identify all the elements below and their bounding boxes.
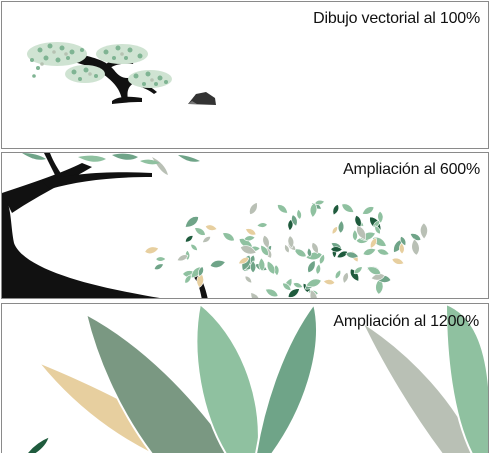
leaf-shape [205,224,218,232]
leaf-shape [244,275,254,285]
leaf-shape [153,262,165,271]
leaf-shape [331,203,340,215]
leaf-shape [323,279,335,286]
leaf-shape [334,269,343,280]
leaf-shape [391,257,405,267]
leaf-shape [376,248,390,257]
leaf-shape [184,234,195,244]
leaf-shape [248,291,261,299]
leaf-shape [296,209,302,220]
leaf-shape [209,259,226,270]
leaf-shape [264,287,280,299]
panel-caption: Dibujo vectorial al 100% [313,10,480,28]
leaf-shape [361,204,376,216]
leaf-shape [338,220,345,233]
panel-zoom-1200: Ampliación al 1200% [1,303,489,453]
panel-zoom-600: Ampliación al 600% [1,152,489,299]
leaf-shape [306,259,318,274]
leaf-shape [247,201,259,216]
leaf-shape [362,246,377,257]
leaf-shape [144,245,160,255]
leaf-shape [420,223,427,239]
leaf-shape [341,272,349,284]
leaf-shape [340,201,356,215]
leaf-shape [315,264,321,275]
leaf-shape [331,225,339,235]
leaf-shape [411,238,421,255]
leaf-shape [193,225,207,237]
panel-caption: Ampliación al 1200% [333,313,479,331]
leaf-shape [156,257,166,262]
leaf-shape [190,243,199,252]
leaf-shape [276,202,290,215]
leaf-shape [221,230,236,243]
panel-caption: Ampliación al 600% [343,161,480,179]
leaf-shape [201,235,212,245]
leaf-shape [257,222,268,228]
leaf-cluster [144,199,428,299]
panel-vector-100: Dibujo vectorial al 100% [1,1,489,149]
leaf-shape [292,281,303,289]
leaf-shape [244,227,257,237]
